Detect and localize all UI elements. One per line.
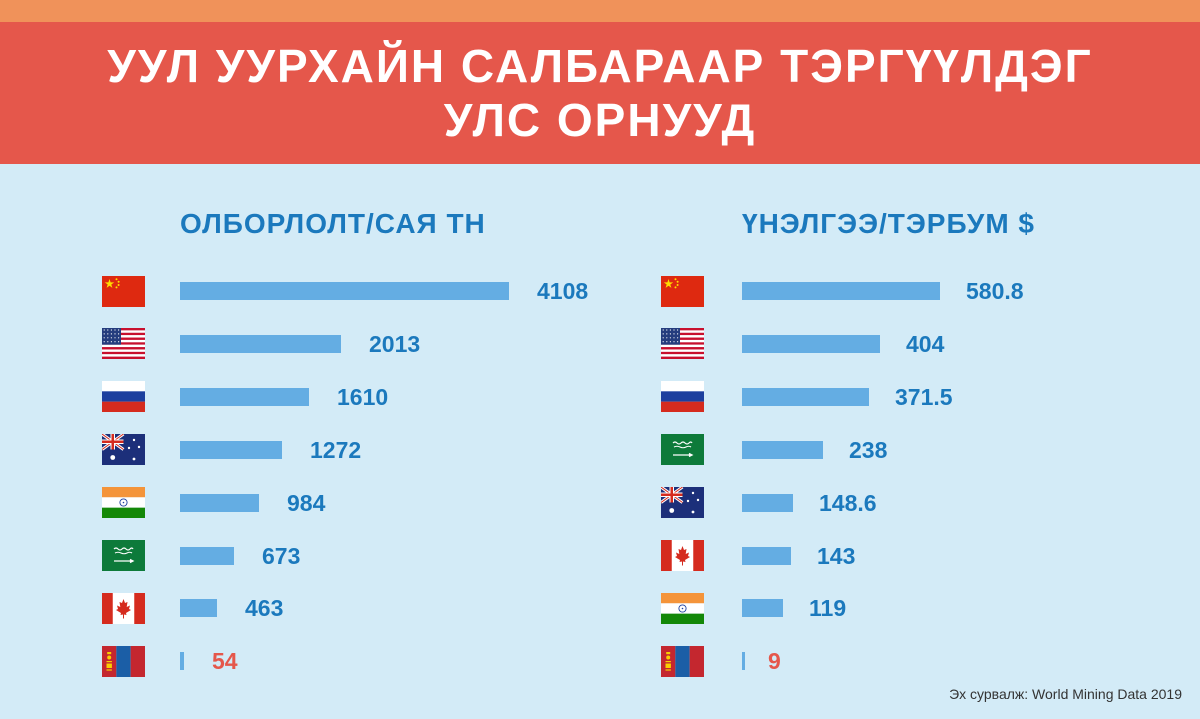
top-accent-strip — [0, 0, 1200, 22]
mongolia-flag-icon — [102, 645, 145, 677]
india-flag-icon — [661, 592, 704, 624]
canada-flag-icon — [661, 540, 704, 571]
australia-flag-icon — [661, 487, 704, 519]
value-label-right-australia: 148.6 — [819, 489, 877, 516]
bar-right-china — [742, 282, 940, 300]
value-label-left-mongolia: 54 — [212, 648, 238, 675]
value-label-right-usa: 404 — [906, 330, 945, 357]
chart-title-production: ОЛБОРЛОЛТ/САЯ ТН — [180, 208, 486, 239]
india-flag-icon — [102, 487, 145, 519]
bar-left-mongolia — [180, 652, 184, 671]
usa-flag-icon — [102, 328, 145, 360]
saudi-flag-icon — [102, 540, 145, 571]
value-label-right-canada: 143 — [817, 542, 856, 569]
value-label-left-russia: 1610 — [337, 383, 389, 410]
chart-title-value: ҮНЭЛГЭЭ/ТЭРБУМ $ — [742, 208, 1036, 239]
value-label-right-russia: 371.5 — [895, 383, 953, 410]
bar-right-mongolia — [742, 652, 745, 671]
title-banner: УУЛ УУРХАЙН САЛБАРААР ТЭРГҮҮЛДЭГ УЛС ОРН… — [0, 22, 1200, 164]
bar-right-australia — [742, 493, 793, 512]
bar-left-india — [180, 493, 259, 512]
australia-flag-icon — [102, 434, 145, 466]
bar-right-canada — [742, 546, 791, 565]
china-flag-icon — [661, 275, 704, 307]
value-label-left-china: 4108 — [537, 278, 589, 304]
bar-right-india — [742, 599, 783, 618]
value-label-left-canada: 463 — [245, 595, 284, 622]
value-label-right-india: 119 — [809, 595, 847, 622]
value-label-left-india: 984 — [287, 489, 326, 516]
bar-right-saudi-arabia — [742, 440, 823, 459]
canada-flag-icon — [102, 592, 145, 624]
bar-left-usa — [180, 334, 341, 353]
source-note: Эх сурвалж: World Mining Data 2019 — [949, 686, 1182, 702]
bar-left-canada — [180, 599, 217, 618]
page-title-line-1: УУЛ УУРХАЙН САЛБАРААР ТЭРГҮҮЛДЭГ — [107, 40, 1093, 92]
china-flag-icon — [102, 275, 145, 307]
russia-flag-icon — [661, 381, 704, 413]
value-label-left-australia: 1272 — [310, 436, 362, 463]
usa-flag-icon — [661, 328, 704, 360]
value-label-right-saudi-arabia: 238 — [849, 436, 888, 463]
mongolia-flag-icon — [661, 645, 704, 677]
bar-left-australia — [180, 440, 282, 459]
value-label-left-usa: 2013 — [369, 330, 421, 357]
page-title-line-2: УЛС ОРНУУД — [443, 94, 757, 146]
saudi-flag-icon — [661, 434, 704, 466]
value-label-right-mongolia: 9 — [768, 648, 781, 675]
bar-right-usa — [742, 334, 880, 353]
value-label-right-china: 580.8 — [966, 278, 1024, 304]
bar-left-russia — [180, 387, 309, 406]
bar-right-russia — [742, 387, 869, 406]
value-label-left-saudi-arabia: 673 — [262, 542, 301, 569]
bar-left-china — [180, 282, 509, 300]
russia-flag-icon — [102, 381, 145, 413]
bar-left-saudi-arabia — [180, 546, 234, 565]
